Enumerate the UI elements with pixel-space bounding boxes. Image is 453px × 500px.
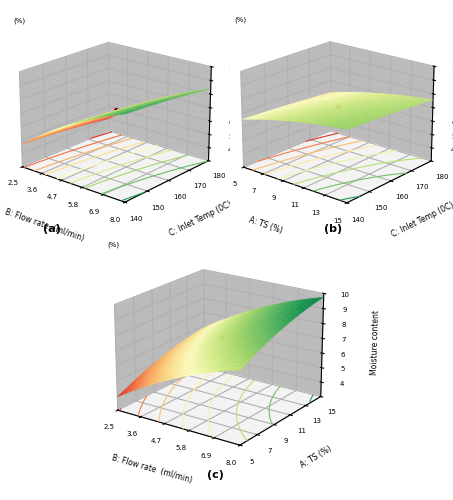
Text: (b): (b) (324, 224, 342, 234)
Text: (%): (%) (13, 17, 25, 24)
X-axis label: B: Flow rate  (ml/min): B: Flow rate (ml/min) (4, 207, 85, 242)
Text: (c): (c) (207, 470, 224, 480)
X-axis label: B: Flow rate  (ml/min): B: Flow rate (ml/min) (111, 454, 193, 485)
Text: (%): (%) (107, 242, 119, 248)
Y-axis label: C: Inlet Temp (0C): C: Inlet Temp (0C) (390, 200, 453, 238)
Text: (%): (%) (234, 16, 246, 23)
Y-axis label: A: TS (%): A: TS (%) (299, 444, 333, 469)
Y-axis label: C: Inlet Temp (0C): C: Inlet Temp (0C) (168, 200, 233, 238)
Text: (a): (a) (43, 224, 61, 234)
X-axis label: A: TS (%): A: TS (%) (248, 216, 284, 236)
